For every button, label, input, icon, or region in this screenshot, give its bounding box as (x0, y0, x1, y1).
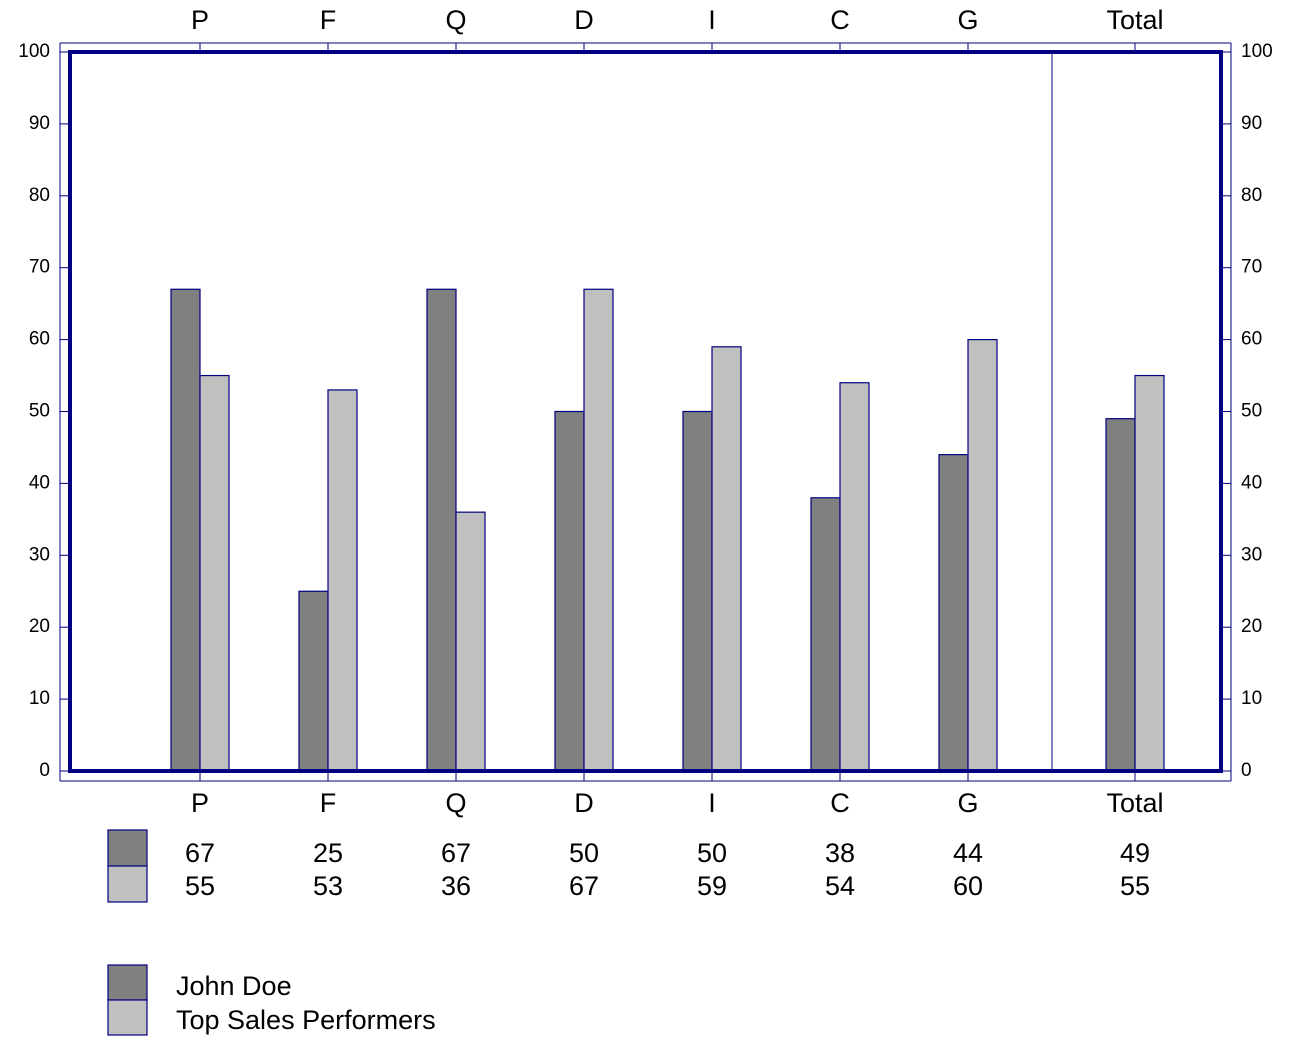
y-tick-label: 100 (1241, 41, 1273, 62)
value-label: 67 (185, 838, 215, 868)
bar (967, 339, 998, 772)
y-tick-label: 30 (1241, 544, 1262, 565)
y-tick-label: 20 (1241, 616, 1262, 637)
value-label: 25 (313, 838, 343, 868)
value-label: 59 (697, 871, 727, 901)
y-tick-label: 0 (39, 760, 50, 781)
bar (938, 454, 969, 772)
value-label: 50 (697, 838, 727, 868)
bar (554, 410, 585, 772)
bar (839, 382, 870, 772)
x-tick-label: I (708, 5, 716, 35)
value-label: 38 (825, 838, 855, 868)
y-tick-label: 70 (29, 257, 50, 278)
value-label: 67 (441, 838, 471, 868)
x-tick-label: P (191, 788, 209, 818)
y-tick-label: 100 (18, 41, 50, 62)
x-tick-label: F (320, 5, 337, 35)
y-tick-label: 80 (1241, 185, 1262, 206)
x-tick-label: I (708, 788, 716, 818)
bar (426, 288, 457, 772)
y-tick-label: 30 (29, 544, 50, 565)
y-tick-label: 40 (1241, 472, 1262, 493)
bar (711, 346, 742, 772)
y-tick-label: 70 (1241, 257, 1262, 278)
bar (298, 590, 329, 772)
bar (682, 410, 713, 772)
table-swatch (107, 829, 148, 867)
plot-frame (68, 50, 1223, 773)
bar (455, 511, 486, 772)
x-tick-label: Q (445, 788, 466, 818)
value-label: 54 (825, 871, 855, 901)
x-tick-label: D (574, 5, 594, 35)
value-label: 55 (185, 871, 215, 901)
value-label: 67 (569, 871, 599, 901)
y-tick-label: 80 (29, 185, 50, 206)
value-label: 55 (1120, 871, 1150, 901)
x-tick-label: D (574, 788, 594, 818)
bar (327, 389, 358, 772)
bar (810, 497, 841, 772)
y-tick-label: 90 (1241, 113, 1262, 134)
y-tick-label: 10 (1241, 688, 1262, 709)
legend-swatch (107, 964, 148, 1001)
bar (583, 288, 614, 772)
x-tick-label: C (830, 788, 850, 818)
value-label: 49 (1120, 838, 1150, 868)
y-tick-label: 90 (29, 113, 50, 134)
y-tick-label: 50 (1241, 401, 1262, 422)
y-tick-label: 40 (29, 472, 50, 493)
x-tick-label: Total (1106, 788, 1163, 818)
x-tick-label: G (957, 788, 978, 818)
x-tick-label: C (830, 5, 850, 35)
bar (1105, 418, 1136, 772)
y-tick-label: 0 (1241, 760, 1252, 781)
value-label: 53 (313, 871, 343, 901)
legend-label: John Doe (176, 971, 292, 1001)
table-swatch (107, 865, 148, 903)
value-label: 50 (569, 838, 599, 868)
y-tick-label: 50 (29, 401, 50, 422)
y-tick-label: 10 (29, 688, 50, 709)
y-tick-label: 20 (29, 616, 50, 637)
value-label: 60 (953, 871, 983, 901)
legend-swatch (107, 999, 148, 1036)
y-tick-label: 60 (29, 329, 50, 350)
value-label: 36 (441, 871, 471, 901)
x-tick-label: P (191, 5, 209, 35)
x-tick-label: Total (1106, 5, 1163, 35)
x-tick-label: Q (445, 5, 466, 35)
x-tick-label: F (320, 788, 337, 818)
bar (199, 374, 230, 772)
y-tick-label: 60 (1241, 329, 1262, 350)
bar (170, 288, 201, 772)
value-label: 44 (953, 838, 983, 868)
x-tick-label: G (957, 5, 978, 35)
bar (1134, 374, 1165, 772)
legend-label: Top Sales Performers (176, 1005, 436, 1035)
